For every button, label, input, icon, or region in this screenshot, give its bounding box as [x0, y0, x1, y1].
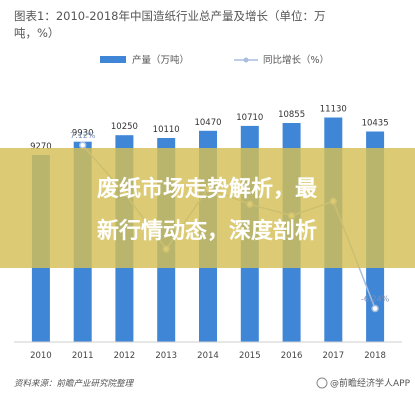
bar-value-label-2014: 10470 [194, 118, 221, 128]
bar-value-label-2017: 11130 [320, 105, 347, 115]
growth-label-2011: 7.12% [70, 131, 96, 140]
x-tick-2017: 2017 [322, 351, 344, 361]
bar-value-label-2012: 10250 [111, 122, 138, 132]
legend-bar-label: 产量（万吨） [132, 54, 189, 66]
bar-value-label-2015: 10710 [236, 113, 263, 123]
x-tick-2011: 2011 [72, 351, 94, 361]
source-note: 资料来源：前瞻产业研究院整理 [14, 378, 135, 389]
brand-logo-icon [316, 377, 328, 389]
bar-labels-group: 9270 9930 10250 10110 10470 10710 10855 11130 10… [30, 105, 389, 153]
bar-value-label-2018: 10435 [362, 119, 389, 129]
growth-label-2018: -6.24% [361, 295, 390, 304]
x-tick-2013: 2013 [155, 351, 177, 361]
x-tick-2015: 2015 [239, 351, 261, 361]
bar-value-label-2016: 10855 [278, 110, 305, 120]
brand-text: @前瞻经济学人APP [330, 377, 411, 389]
legend-bar-swatch [100, 56, 126, 63]
x-tick-2012: 2012 [114, 351, 136, 361]
chart-title-line2: 吨，%） [14, 26, 59, 40]
x-axis-ticks: 2010 2011 2012 2013 2014 2015 2016 2017 2018 [30, 351, 386, 361]
legend-line-marker [243, 57, 249, 63]
brand: @前瞻经济学人APP [316, 377, 411, 389]
bar-value-label-2013: 10110 [153, 125, 180, 135]
banner-background [0, 148, 415, 268]
chart-title-line1: 图表1：2010-2018年中国造纸行业总产量及增长（单位：万 [14, 9, 326, 23]
legend-line-label: 同比增长（%） [263, 54, 329, 66]
x-tick-2014: 2014 [197, 351, 219, 361]
bar-value-label-2010: 9270 [30, 142, 52, 152]
banner-overlay: 废纸市场走势解析，最 新行情动态，深度剖析 [0, 148, 415, 268]
x-tick-2016: 2016 [281, 351, 303, 361]
growth-point-2018 [371, 304, 379, 313]
x-tick-2018: 2018 [364, 351, 386, 361]
bar-value-label-2011: 9930 [72, 129, 94, 139]
growth-point-2011 [78, 141, 87, 149]
banner-line2: 新行情动态，深度剖析 [97, 218, 317, 244]
x-tick-2010: 2010 [30, 351, 52, 361]
banner-line1: 废纸市场走势解析，最 [97, 176, 318, 202]
legend: 产量（万吨） 同比增长（%） [100, 54, 329, 66]
